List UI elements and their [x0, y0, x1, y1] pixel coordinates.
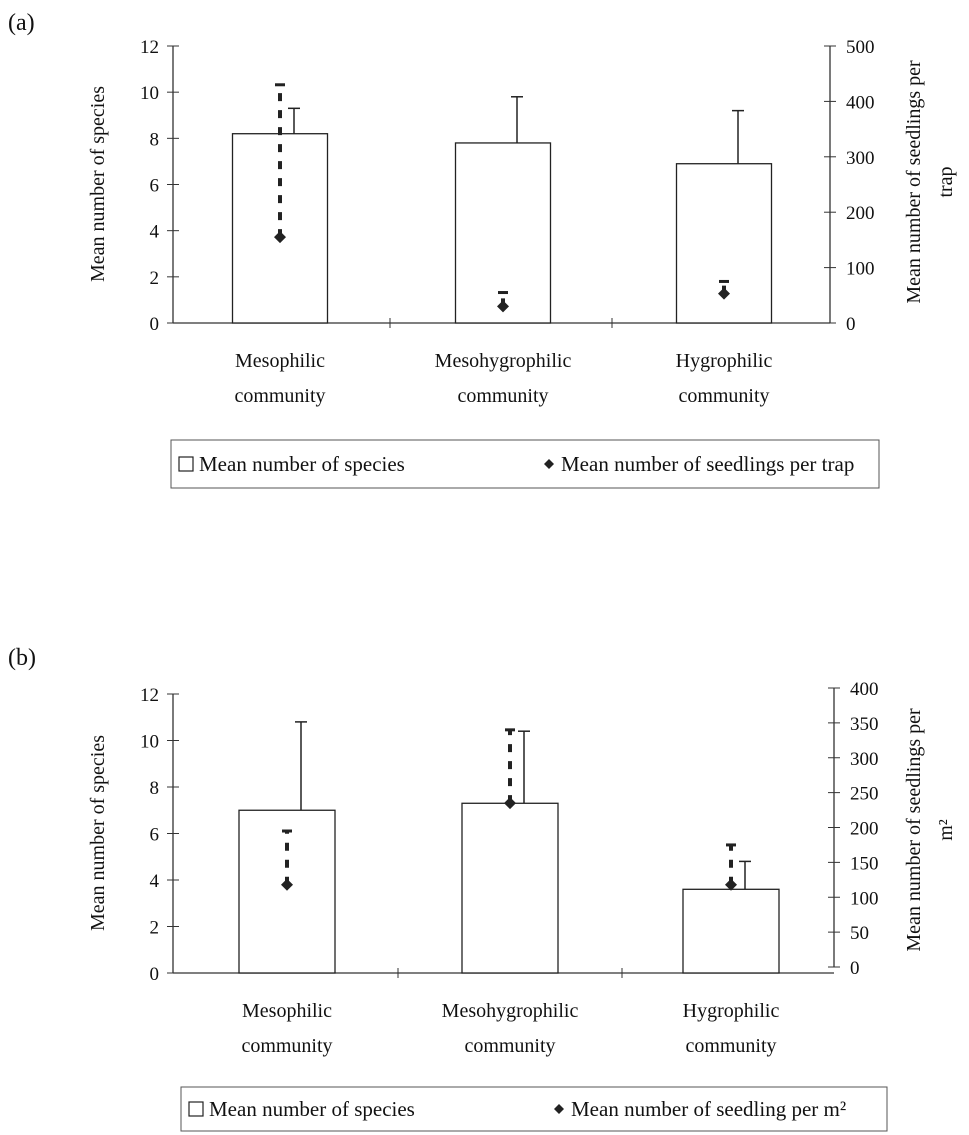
bar-species — [682, 888, 780, 974]
y-axis-title-right: trap — [935, 166, 957, 197]
y-axis-title-right: m² — [935, 819, 957, 841]
category-label: Hygrophilic — [676, 350, 773, 372]
category-label: community — [241, 1035, 332, 1057]
y-axis-title-left: Mean number of species — [87, 86, 109, 282]
category-label: Hygrophilic — [683, 1000, 780, 1022]
y-tick-label-right: 300 — [846, 148, 875, 169]
y-tick-label-right: 200 — [846, 203, 875, 224]
legend-label-species: Mean number of species — [209, 1097, 415, 1121]
y-tick-label-left: 12 — [140, 37, 159, 58]
y-tick-label-left: 10 — [140, 732, 159, 753]
legend-swatch-species — [178, 456, 194, 472]
y-axis-title-right: Mean number of seedlings per — [903, 708, 925, 952]
y-tick-label-right: 100 — [846, 259, 875, 280]
diamond-seedlings — [497, 300, 509, 313]
legend-swatch-species — [188, 1101, 204, 1117]
legend-box — [180, 1086, 888, 1132]
diamond-seedlings — [281, 878, 293, 891]
diamond-seedlings — [504, 797, 516, 810]
diamond-seedlings — [274, 231, 286, 244]
y-tick-label-left: 10 — [140, 83, 159, 104]
y-tick-label-left: 8 — [150, 129, 160, 150]
bar-species — [238, 809, 336, 974]
y-axis-title-right: Mean number of seedlings per — [903, 60, 925, 304]
category-label: community — [234, 385, 325, 407]
y-tick-label-right: 150 — [850, 853, 879, 874]
y-tick-label-left: 2 — [150, 918, 160, 939]
category-label: community — [678, 385, 769, 407]
y-tick-label-right: 200 — [850, 819, 879, 840]
bar-species — [454, 142, 552, 324]
legend-box — [170, 439, 880, 489]
category-label: Mesohygrophilic — [442, 1000, 579, 1022]
category-label: community — [685, 1035, 776, 1057]
y-tick-label-right: 50 — [850, 923, 869, 944]
chart-panel-a: (a) 0 2 4 6 8 10 12 0 100 200 300 400 500 Mesophilic co… — [8, 10, 957, 489]
y-tick-label-right: 350 — [850, 714, 879, 735]
y-tick-label-right: 250 — [850, 784, 879, 805]
category-label: community — [457, 385, 548, 407]
y-tick-label-left: 12 — [140, 685, 159, 706]
bar-species — [461, 802, 559, 974]
diamond-seedlings — [725, 878, 737, 891]
legend-swatch-seedlings — [554, 1104, 564, 1114]
category-label: Mesophilic — [235, 350, 325, 372]
y-tick-label-right: 500 — [846, 37, 875, 58]
chart-panel-b: (b) 0 2 4 6 8 10 12 0 50 100 150 200 250 300 350 400 Meso… — [8, 645, 957, 1132]
legend-label-seedlings: Mean number of seedling per m² — [571, 1097, 846, 1121]
y-tick-label-left: 4 — [150, 222, 160, 243]
y-tick-label-right: 100 — [850, 888, 879, 909]
y-tick-label-right: 0 — [846, 314, 856, 335]
category-label: Mesophilic — [242, 1000, 332, 1022]
legend-swatch-seedlings — [544, 459, 554, 469]
y-tick-label-left: 4 — [150, 871, 160, 892]
legend-label-species: Mean number of species — [199, 452, 405, 476]
y-tick-label-left: 8 — [150, 778, 160, 799]
y-tick-label-left: 6 — [150, 825, 160, 846]
y-tick-label-left: 0 — [150, 964, 160, 985]
y-tick-label-left: 6 — [150, 176, 160, 197]
legend-label-seedlings: Mean number of seedlings per trap — [561, 452, 854, 476]
y-tick-label-right: 400 — [850, 679, 879, 700]
y-axis-title-left: Mean number of species — [87, 735, 109, 931]
category-label: Mesohygrophilic — [435, 350, 572, 372]
y-tick-label-right: 300 — [850, 749, 879, 770]
y-tick-label-left: 2 — [150, 268, 160, 289]
y-tick-label-left: 0 — [150, 314, 160, 335]
y-tick-label-right: 400 — [846, 92, 875, 113]
panel-label: (a) — [8, 10, 35, 36]
diamond-seedlings — [718, 287, 730, 300]
category-label: community — [464, 1035, 555, 1057]
y-tick-label-right: 0 — [850, 958, 860, 979]
panel-label: (b) — [8, 645, 36, 671]
